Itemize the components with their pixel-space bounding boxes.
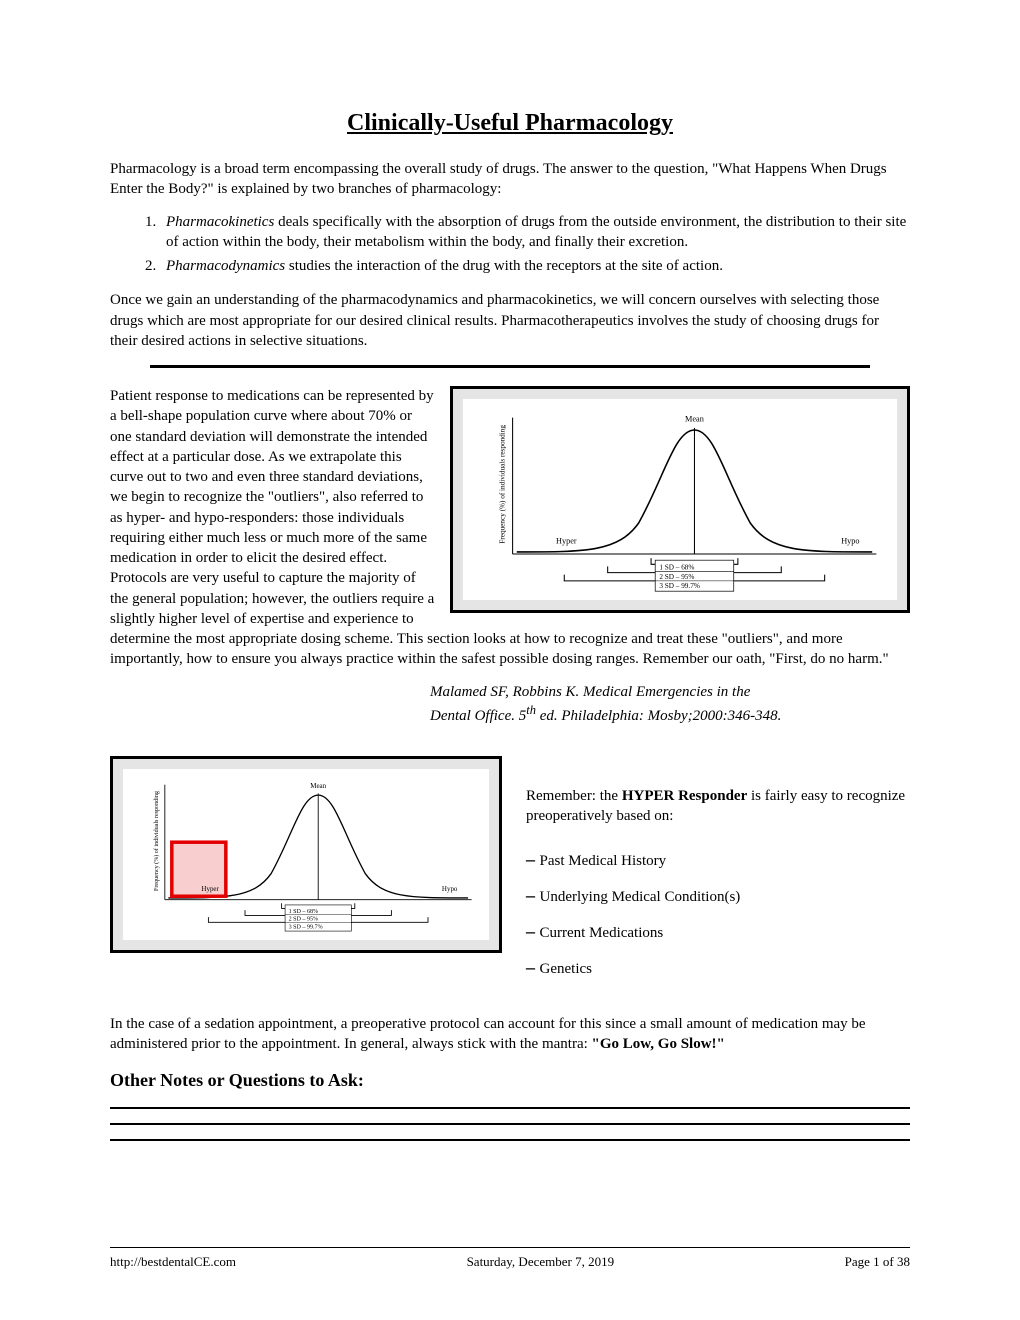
- hyper-label: Hyper: [556, 537, 577, 546]
- note-line: [110, 1107, 910, 1109]
- after-list-paragraph: Once we gain an understanding of the pha…: [110, 290, 910, 351]
- svg-text:2 SD – 95%: 2 SD – 95%: [289, 917, 319, 923]
- bell-curve-panel-2: Frequency (%) of individuals responding …: [123, 769, 489, 940]
- sedation-paragraph: In the case of a sedation appointment, a…: [110, 1014, 910, 1055]
- footer-url: http://bestdentalCE.com: [110, 1254, 236, 1270]
- section-divider: [150, 365, 870, 368]
- note-line: [110, 1123, 910, 1125]
- term-pharmacodynamics: Pharmacodynamics: [166, 258, 285, 274]
- list-item: Genetics: [152, 949, 910, 985]
- bell-curve-svg: Frequency (%) of individuals responding …: [463, 399, 897, 595]
- term-body: deals specifically with the absorption o…: [166, 214, 906, 250]
- term-body: studies the interaction of the drug with…: [285, 258, 723, 274]
- svg-text:Hypo: Hypo: [442, 885, 458, 893]
- list-item: Pharmacokinetics deals specifically with…: [160, 212, 910, 253]
- svg-text:1 SD – 68%: 1 SD – 68%: [289, 909, 319, 915]
- y-axis-label: Frequency (%) of individuals responding: [498, 425, 506, 544]
- hypo-label: Hypo: [841, 537, 859, 546]
- term-pharmacokinetics: Pharmacokinetics: [166, 214, 274, 230]
- svg-text:Frequency (%) of individuals r: Frequency (%) of individuals responding: [153, 791, 160, 891]
- intro-paragraph: Pharmacology is a broad term encompassin…: [110, 159, 910, 200]
- footer-page: Page 1 of 38: [845, 1254, 910, 1270]
- branches-list: Pharmacokinetics deals specifically with…: [110, 212, 910, 277]
- bell-curve-svg-2: Frequency (%) of individuals responding …: [123, 769, 489, 935]
- page-footer: http://bestdentalCE.com Saturday, Decemb…: [110, 1247, 910, 1270]
- svg-text:Mean: Mean: [310, 782, 326, 790]
- citation: Malamed SF, Robbins K. Medical Emergenci…: [430, 682, 910, 727]
- svg-text:2 SD – 95%: 2 SD – 95%: [659, 573, 694, 581]
- svg-text:Hyper: Hyper: [201, 885, 219, 893]
- footer-date: Saturday, December 7, 2019: [467, 1254, 615, 1270]
- list-item: Pharmacodynamics studies the interaction…: [160, 256, 910, 276]
- other-notes-heading: Other Notes or Questions to Ask:: [110, 1070, 910, 1091]
- page-title: Clinically-Useful Pharmacology: [110, 110, 910, 137]
- svg-text:1 SD – 68%: 1 SD – 68%: [659, 563, 694, 571]
- svg-text:3 SD – 99.7%: 3 SD – 99.7%: [659, 582, 700, 590]
- mean-label: Mean: [685, 415, 704, 424]
- bell-curve-panel: Frequency (%) of individuals responding …: [463, 399, 897, 600]
- note-line: [110, 1139, 910, 1141]
- bell-curve-figure-2: Frequency (%) of individuals responding …: [110, 756, 502, 953]
- svg-text:3 SD – 99.7%: 3 SD – 99.7%: [289, 924, 323, 930]
- bell-curve-figure-1: Frequency (%) of individuals responding …: [450, 386, 910, 613]
